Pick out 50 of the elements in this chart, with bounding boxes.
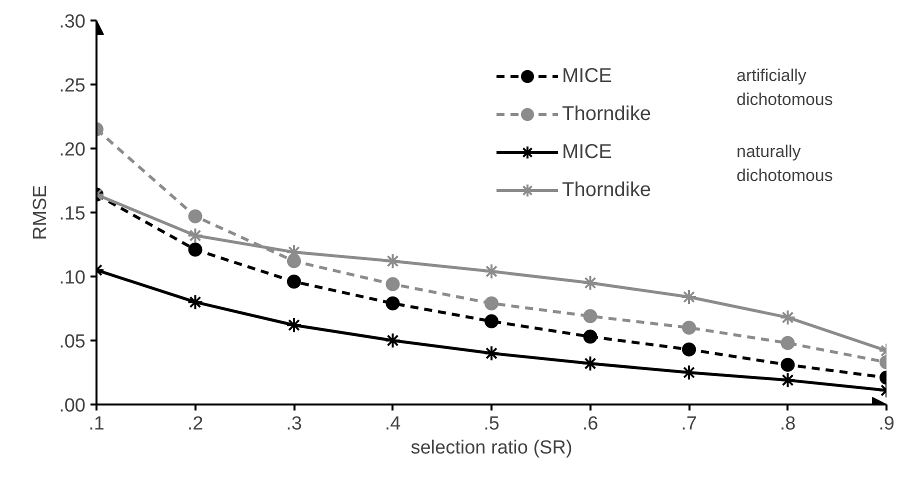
x-axis-title: selection ratio (SR) [410, 438, 572, 458]
annotation: artificially dichotomous [736, 66, 833, 109]
x-tick-label: .4 [384, 414, 402, 434]
point [582, 274, 598, 291]
point [384, 253, 401, 270]
x-tick-label: .3 [286, 414, 302, 434]
point [682, 320, 696, 335]
point [386, 277, 400, 292]
point [682, 342, 696, 356]
point [583, 330, 598, 344]
x-tick-label: .6 [582, 414, 598, 434]
point [780, 309, 796, 326]
point [187, 228, 204, 244]
x-tick-label: .7 [681, 414, 697, 434]
point [384, 332, 401, 348]
point [780, 336, 795, 350]
point [187, 294, 204, 310]
point [780, 358, 795, 372]
point [484, 314, 498, 328]
legend-label: Thorndike [562, 178, 651, 202]
legend-label: Thorndike [562, 102, 651, 126]
x-tick-label: .9 [878, 414, 894, 434]
annotation: naturally dichotomous [736, 142, 833, 185]
x-tick-label: .8 [780, 414, 796, 434]
x-tick-label: .5 [484, 414, 500, 434]
y-tick-label: .20 [59, 140, 86, 160]
x-tick-label: .2 [187, 414, 204, 434]
point [582, 356, 598, 372]
point [583, 309, 598, 324]
point [188, 209, 202, 224]
y-tick-label: .00 [59, 396, 86, 416]
point [484, 263, 500, 280]
y-tick-label: .15 [59, 204, 86, 224]
point [286, 317, 302, 334]
point [188, 242, 202, 257]
y-tick-label: .30 [59, 12, 86, 32]
point [287, 274, 301, 289]
y-tick-label: .05 [59, 332, 86, 352]
legend-label: MICE [562, 140, 612, 164]
point [780, 372, 796, 388]
point [484, 345, 500, 362]
point [681, 288, 697, 305]
point [484, 296, 498, 310]
x-tick-label: .1 [88, 414, 104, 434]
legend-label: MICE [562, 64, 612, 88]
point [681, 364, 697, 380]
y-tick-label: .10 [59, 268, 86, 288]
point [386, 296, 400, 310]
y-axis-title: RMSE [30, 185, 52, 240]
y-tick-label: .25 [59, 76, 86, 96]
